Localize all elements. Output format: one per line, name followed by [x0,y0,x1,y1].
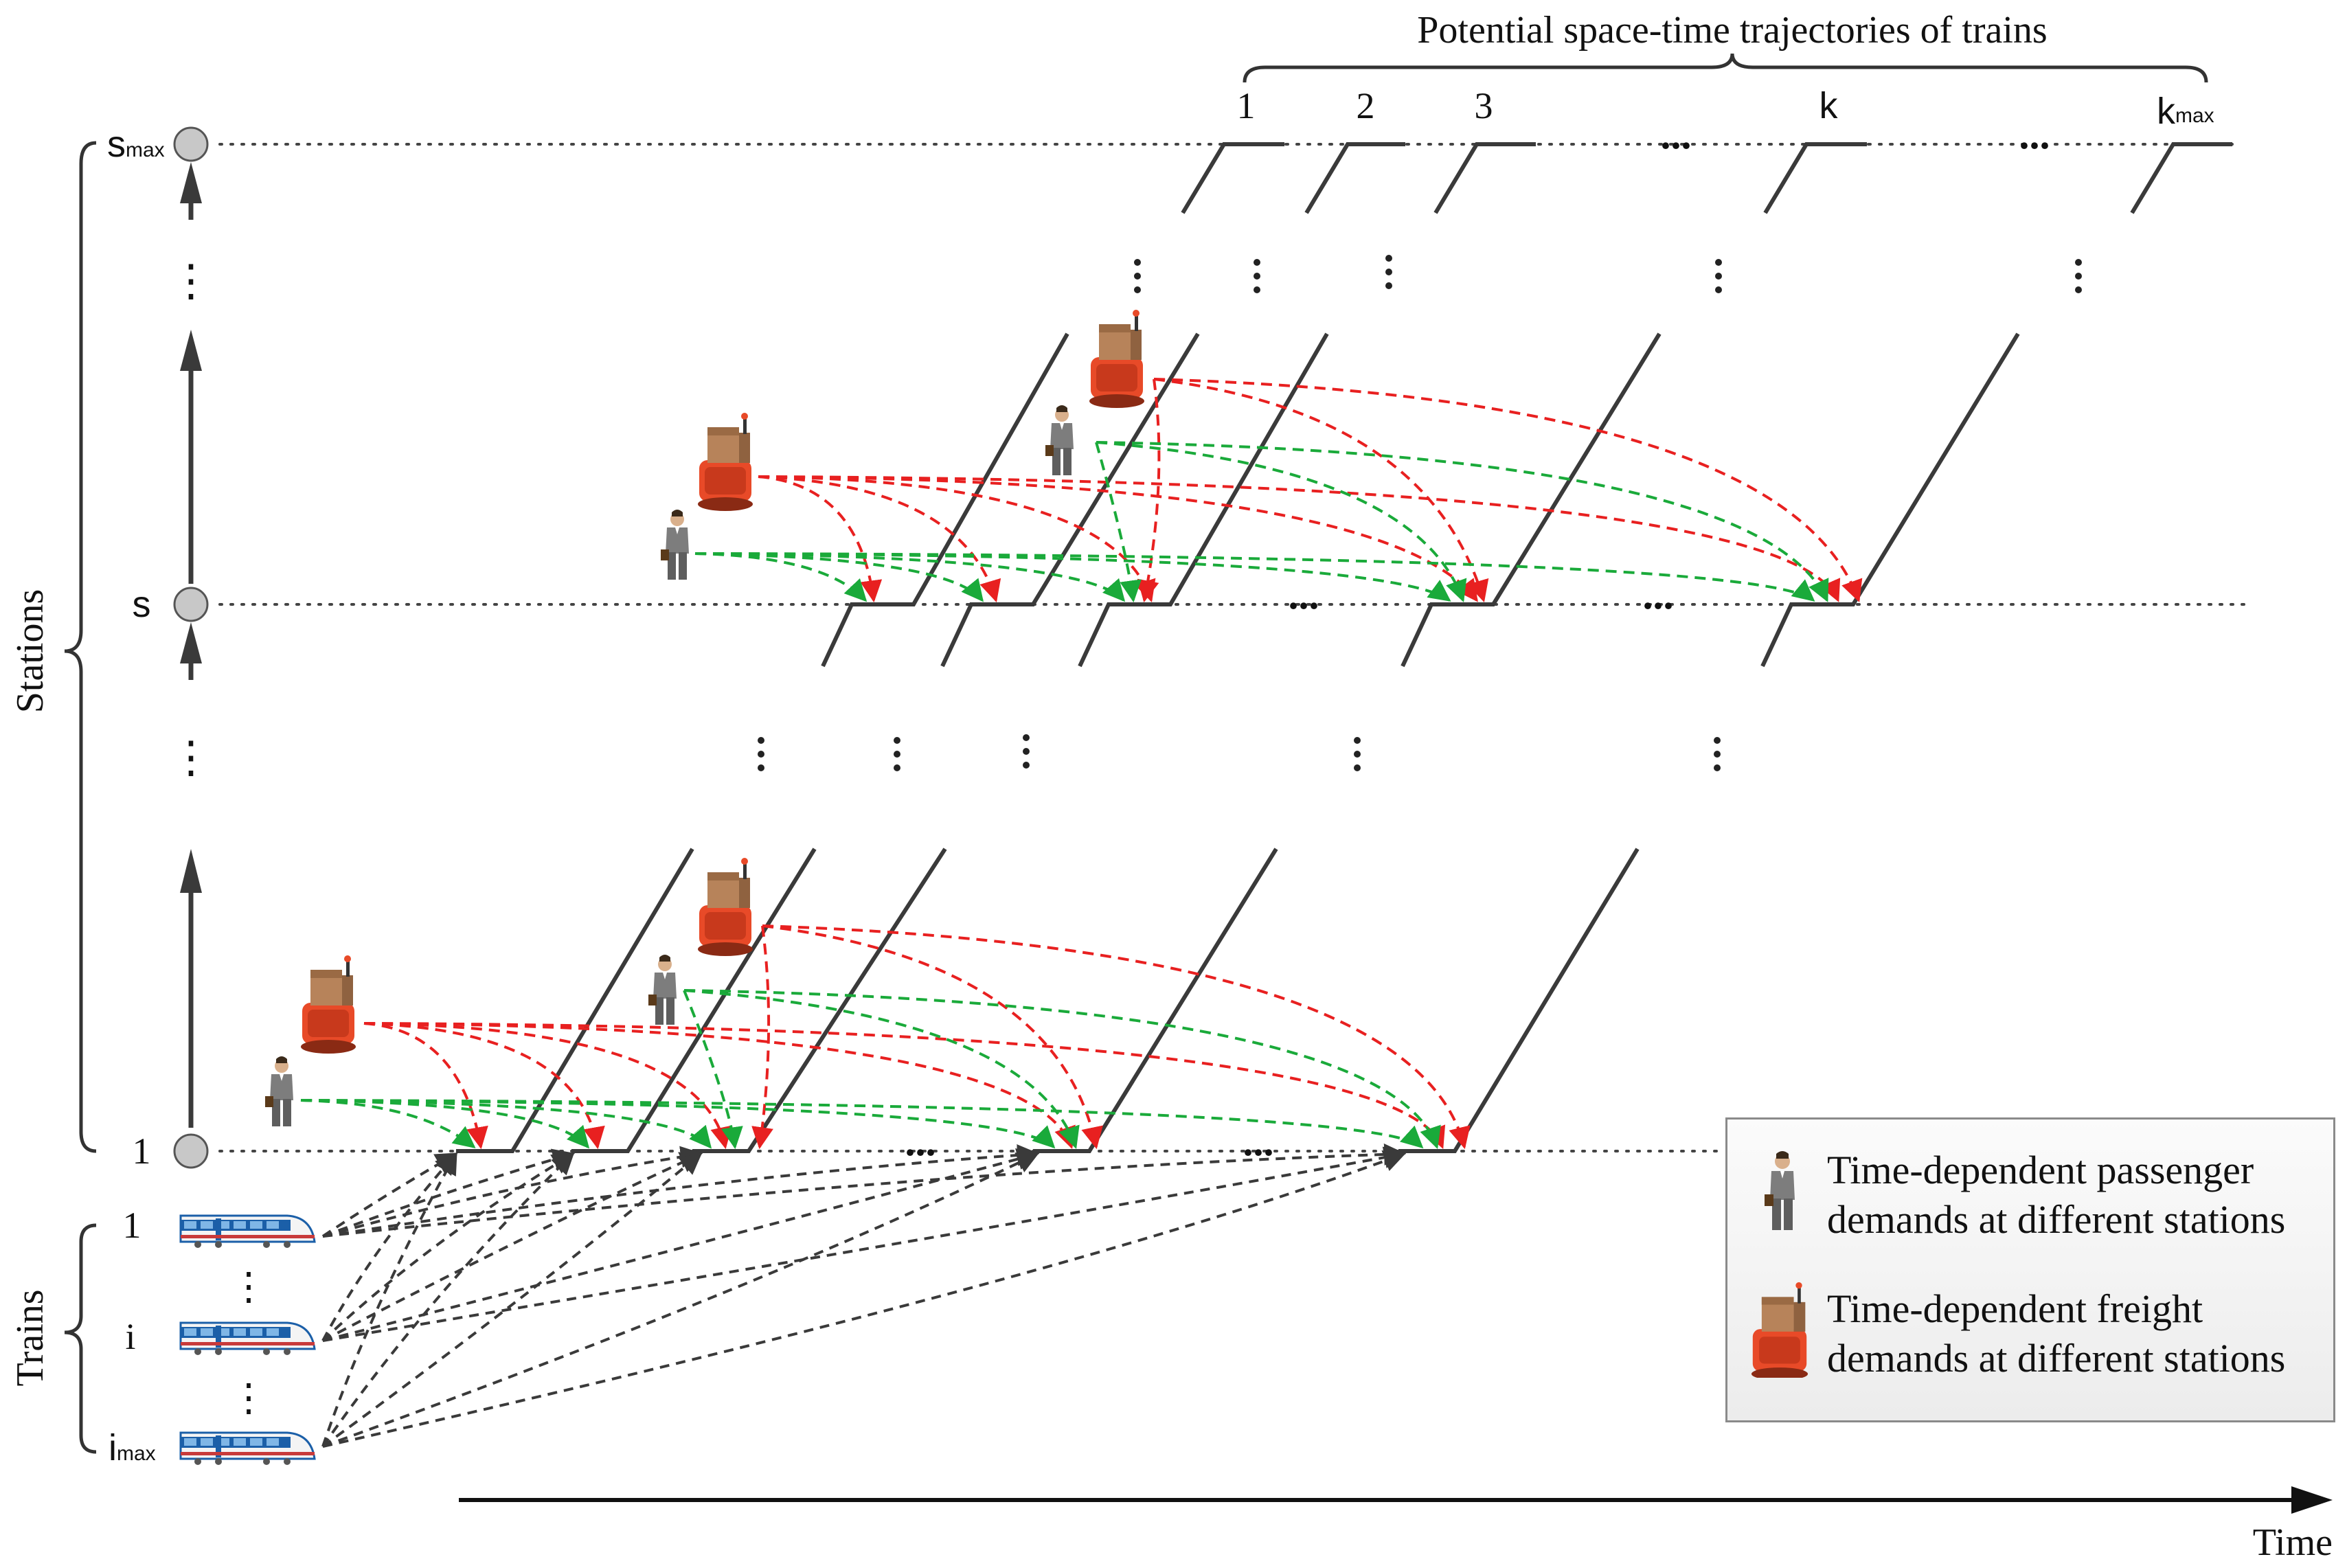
ellipsis-smax-b: ... [2019,112,2050,157]
trajectory-label-kmax: kmax [2157,91,2214,132]
train-dots-lower: ⋮ [229,1377,268,1420]
train-label-1: 1 [123,1205,141,1246]
station-axis-dots-lower: ⋮ [169,733,213,782]
time-axis-label: Time [2253,1521,2333,1564]
stations-brace [64,141,97,1153]
passenger-arcs-s [694,441,1829,603]
station-time-lines [218,143,2247,1152]
train-dots-upper: ⋮ [229,1266,268,1308]
time-axis-arrowhead [2291,1486,2333,1514]
passenger-icon-row1-late [648,955,677,1025]
trajectories-smax-row [1181,142,2232,214]
ellipsis-smax-a: ... [1661,112,1692,157]
freight-arcs-s [758,378,1863,603]
trajectory-label-3: 3 [1475,85,1493,126]
freight-icon-row1-late [698,858,753,956]
freight-icon-s-late [1089,310,1144,408]
legend-passenger-line2: demands at different stations [1827,1197,2286,1242]
legend-freight-icon [1751,1282,1809,1378]
station-node-smax [173,126,209,162]
legend-freight-line2: demands at different stations [1827,1336,2286,1380]
top-brace [1243,53,2208,83]
top-brace-label: Potential space-time trajectories of tra… [1417,9,2047,52]
ellipsis-s-row-1: ... [1289,572,1319,617]
continuation-marks [758,255,2082,771]
freight-icon-row1-early [301,955,356,1054]
trajectories-s-row [821,332,2020,668]
train-label-imax: imax [109,1427,156,1468]
train-assignment-arcs [321,1143,1407,1448]
trains-axis-label: Trains [9,1289,52,1386]
ellipsis-row1-1: ... [905,1119,936,1164]
passenger-arcs-row1 [300,989,1441,1150]
trains-brace [64,1223,97,1454]
station-label-s: s [133,584,151,625]
ellipsis-row1-2: ... [1243,1119,1274,1164]
station-node-1 [173,1133,209,1169]
legend: Time-dependent passenger demands at diff… [1725,1117,2335,1422]
trajectory-label-2: 2 [1357,85,1375,126]
passenger-icon-s-early [661,510,689,580]
station-axis [180,162,202,1128]
station-node-s [173,587,209,622]
legend-passenger-line1: Time-dependent passenger [1827,1148,2254,1192]
passenger-icon-s-late [1045,405,1074,475]
station-label-1: 1 [133,1130,151,1172]
train-icon-i [179,1321,316,1356]
station-axis-dots-upper: ⋮ [169,256,213,305]
legend-passenger-icon [1765,1151,1795,1230]
station-label-smax: smax [107,124,165,165]
train-label-i: i [125,1316,135,1357]
freight-icon-s-early [698,413,753,511]
train-icon-1 [179,1214,316,1249]
freight-arcs-row1 [363,924,1471,1150]
stations-axis-label: Stations [9,589,52,713]
ellipsis-s-row-2: ... [1643,572,1674,617]
passenger-icon-row1-early [265,1056,293,1126]
trajectory-label-k: k [1819,85,1839,126]
trajectory-label-1: 1 [1237,85,1256,126]
legend-freight-line1: Time-dependent freight [1827,1286,2203,1331]
train-icon-imax [179,1431,316,1466]
